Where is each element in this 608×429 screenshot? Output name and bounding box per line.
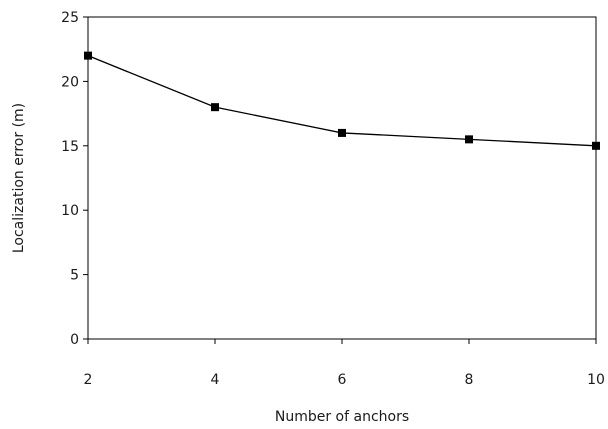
data-point <box>211 103 219 112</box>
x-tick-label: 2 <box>84 372 93 388</box>
x-tick-label: 6 <box>338 372 347 388</box>
data-point <box>465 135 473 144</box>
x-tick-label: 8 <box>465 372 474 388</box>
data-point <box>84 51 92 60</box>
x-axis: 2 4 6 8 10 <box>84 339 605 388</box>
y-tick-label: 10 <box>61 203 79 219</box>
y-tick-label: 15 <box>61 139 79 155</box>
plot-area <box>87 16 597 340</box>
plot-frame <box>87 16 597 340</box>
x-tick-label: 10 <box>587 372 605 388</box>
x-axis-title: Number of anchors <box>275 409 409 425</box>
y-axis: 0 5 10 15 20 25 <box>61 10 88 348</box>
y-tick-label: 5 <box>70 268 79 284</box>
x-tick-label: 4 <box>211 372 220 388</box>
data-point <box>592 141 600 150</box>
y-tick-label: 20 <box>61 74 79 90</box>
y-tick-label: 25 <box>61 10 79 26</box>
data-point <box>338 128 346 137</box>
series-layer <box>84 51 600 150</box>
y-axis-title: Localization error (m) <box>11 103 27 253</box>
y-tick-label: 0 <box>70 332 79 348</box>
